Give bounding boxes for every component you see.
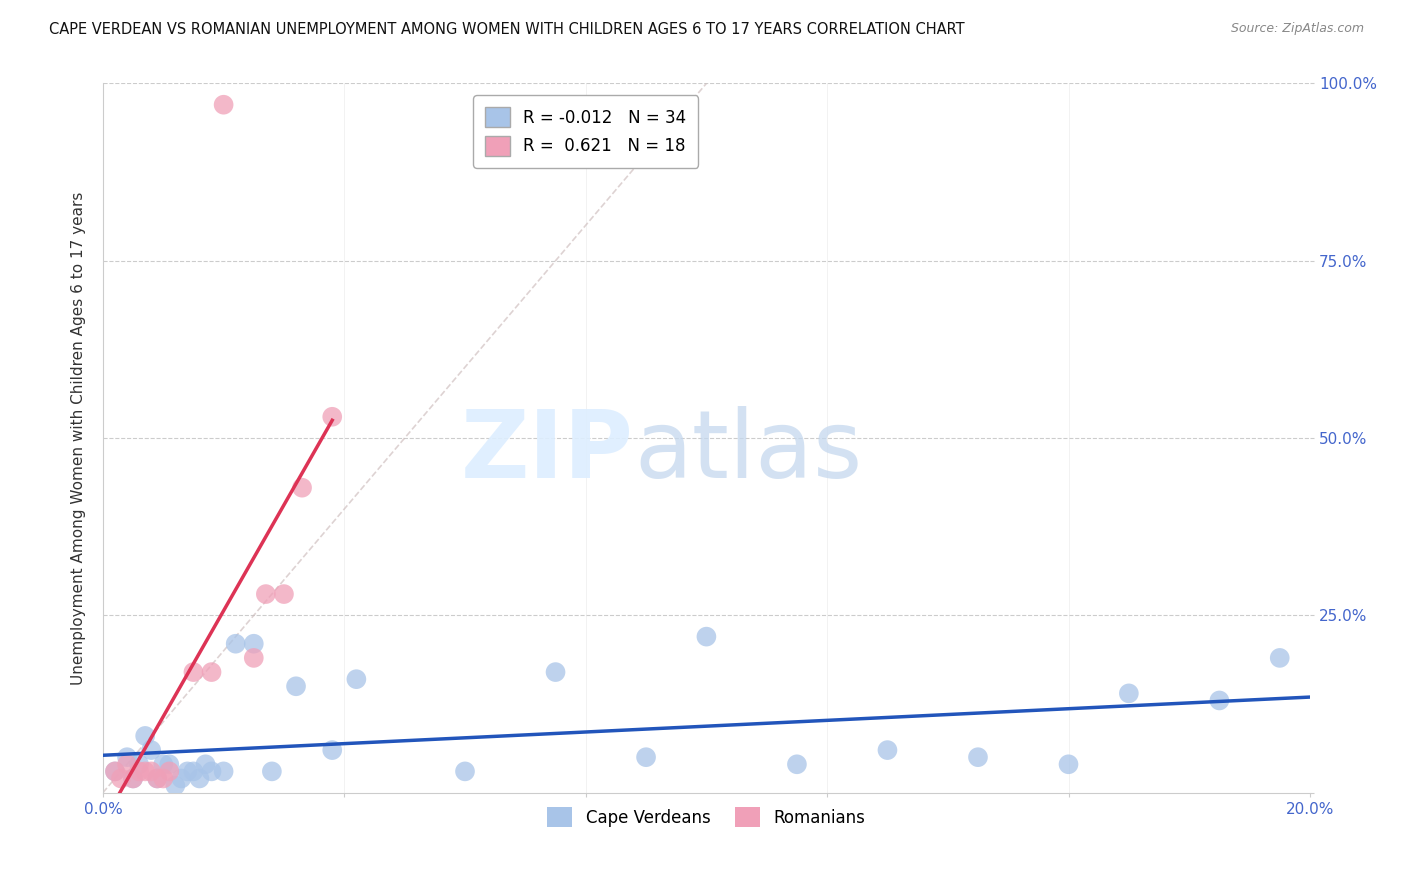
Point <box>273 587 295 601</box>
Point <box>122 772 145 786</box>
Text: ZIP: ZIP <box>461 406 634 499</box>
Point <box>454 764 477 779</box>
Text: atlas: atlas <box>634 406 862 499</box>
Point <box>157 764 180 779</box>
Point <box>1268 651 1291 665</box>
Point <box>122 772 145 786</box>
Point <box>321 409 343 424</box>
Point <box>115 757 138 772</box>
Point <box>104 764 127 779</box>
Point <box>165 779 187 793</box>
Point <box>128 764 150 779</box>
Point <box>212 97 235 112</box>
Text: CAPE VERDEAN VS ROMANIAN UNEMPLOYMENT AMONG WOMEN WITH CHILDREN AGES 6 TO 17 YEA: CAPE VERDEAN VS ROMANIAN UNEMPLOYMENT AM… <box>49 22 965 37</box>
Point <box>1118 686 1140 700</box>
Point <box>967 750 990 764</box>
Point <box>200 764 222 779</box>
Point <box>242 651 264 665</box>
Point <box>134 764 156 779</box>
Point <box>321 743 343 757</box>
Point <box>194 757 217 772</box>
Text: Source: ZipAtlas.com: Source: ZipAtlas.com <box>1230 22 1364 36</box>
Point <box>146 772 169 786</box>
Point <box>254 587 277 601</box>
Point <box>141 764 163 779</box>
Point <box>176 764 198 779</box>
Point <box>285 679 308 693</box>
Point <box>242 637 264 651</box>
Point <box>1057 757 1080 772</box>
Point <box>344 672 367 686</box>
Point <box>183 665 205 679</box>
Point <box>1208 693 1230 707</box>
Legend: Cape Verdeans, Romanians: Cape Verdeans, Romanians <box>540 800 872 834</box>
Point <box>636 750 658 764</box>
Point <box>110 772 132 786</box>
Point <box>146 772 169 786</box>
Point <box>104 764 127 779</box>
Point <box>152 772 174 786</box>
Point <box>786 757 808 772</box>
Point <box>188 772 211 786</box>
Y-axis label: Unemployment Among Women with Children Ages 6 to 17 years: Unemployment Among Women with Children A… <box>72 192 86 685</box>
Point <box>115 750 138 764</box>
Point <box>170 772 193 786</box>
Point <box>200 665 222 679</box>
Point <box>876 743 898 757</box>
Point <box>134 729 156 743</box>
Point <box>212 764 235 779</box>
Point <box>157 757 180 772</box>
Point <box>225 637 247 651</box>
Point <box>128 757 150 772</box>
Point <box>152 757 174 772</box>
Point <box>183 764 205 779</box>
Point <box>260 764 283 779</box>
Point <box>695 630 717 644</box>
Point <box>291 481 314 495</box>
Point <box>544 665 567 679</box>
Point <box>141 743 163 757</box>
